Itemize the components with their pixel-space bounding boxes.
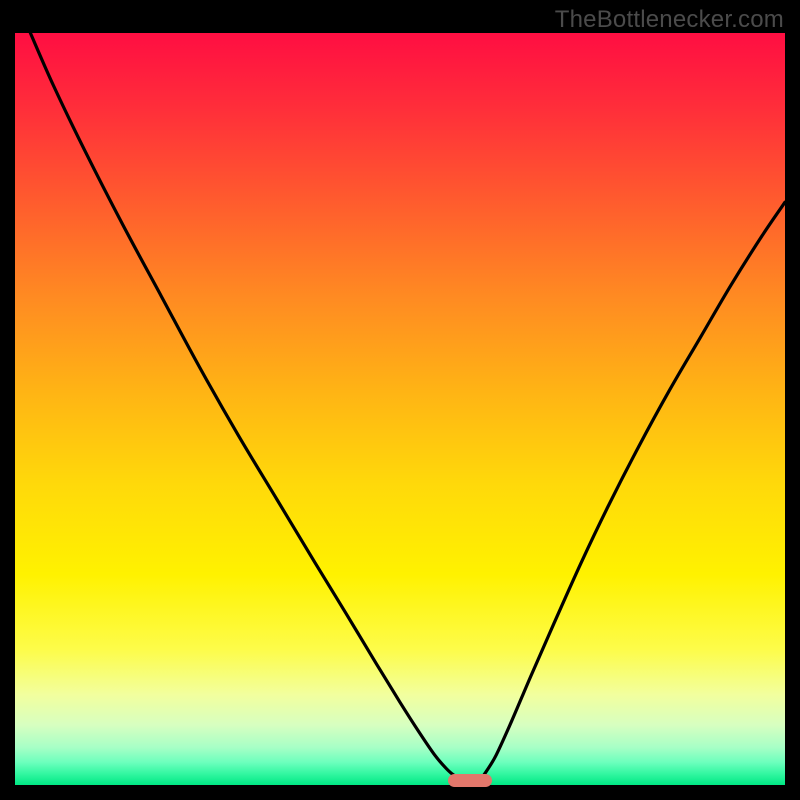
chart-frame: TheBottlenecker.com [0,0,800,800]
bottleneck-curve [15,33,785,785]
watermark-text: TheBottlenecker.com [555,6,784,34]
optimum-marker [448,774,493,788]
curve-path [30,33,785,781]
